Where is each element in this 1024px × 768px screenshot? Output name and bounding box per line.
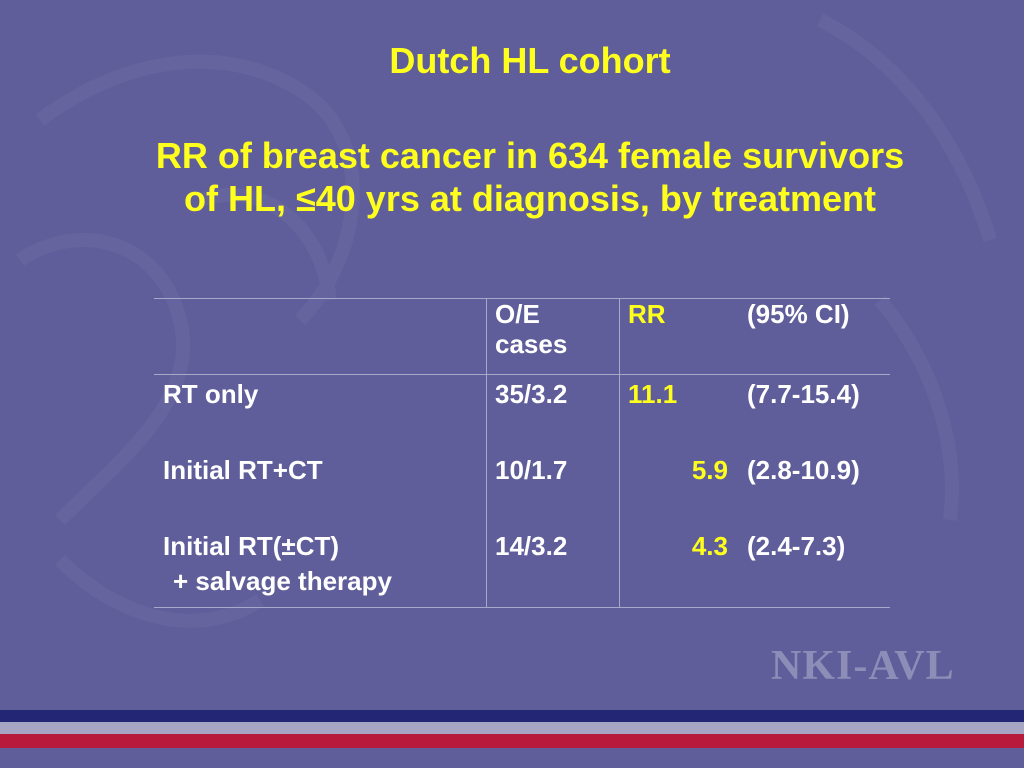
row-ci: (2.4-7.3) [741,531,890,608]
row-oe: 14/3.2 [486,531,620,608]
row-treatment-line-2: + salvage therapy [173,566,392,596]
header-treatment [154,298,487,375]
row-treatment-line-1: Initial RT(±CT) [163,531,340,561]
header-oe-text: O/E cases [495,299,568,359]
row-oe: 10/1.7 [486,455,620,531]
row-ci: (7.7-15.4) [747,379,860,409]
results-table: O/E cases RR (95% CI) RT only 35/3.2 11.… [154,298,890,608]
subtitle-line-1: RR of breast cancer in 634 female surviv… [155,135,905,176]
row-rr: 4.3 [619,531,741,608]
footer-stripe-base [0,748,1024,768]
row-rr: 11.1 [628,379,678,409]
background-watermark-portrait [0,0,1024,700]
nki-avl-logo: NKI-AVL [771,643,955,689]
row-treatment: Initial RT(±CT) + salvage therapy [154,531,487,608]
footer-stripe-grey [0,722,1024,734]
footer-stripe-red [0,734,1024,748]
row-rr: 5.9 [691,455,728,485]
subtitle-line-2: of HL, ≤40 yrs at diagnosis, by treatmen… [184,178,876,219]
table-row: Initial RT+CT 10/1.7 5.9 (2.8-10.9) [154,455,890,531]
row-oe: 35/3.2 [486,374,620,455]
header-rr: RR [619,298,741,375]
header-ci: (95% CI) [741,298,890,375]
slide-subtitle: RR of breast cancer in 634 female surviv… [0,134,1024,220]
header-oe-cases: O/E cases [486,298,620,375]
table-row: Initial RT(±CT) + salvage therapy 14/3.2… [154,531,890,608]
footer-stripe-navy [0,710,1024,722]
table-header-row: O/E cases RR (95% CI) [154,298,890,375]
slide-title: Dutch HL cohort [389,40,671,81]
row-ci: (2.8-10.9) [747,455,860,485]
table-row: RT only 35/3.2 11.1 (7.7-15.4) [154,374,890,455]
row-treatment: RT only [154,374,487,455]
row-treatment: Initial RT+CT [154,455,487,531]
